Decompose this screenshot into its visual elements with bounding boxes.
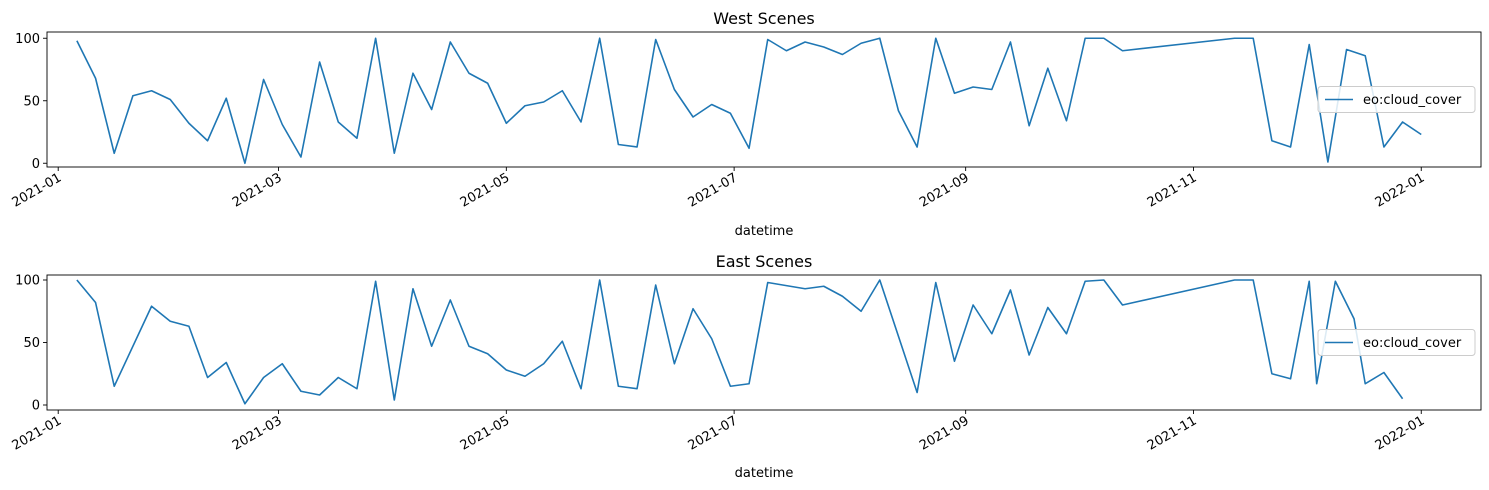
x-tick-label: 2021-11 — [1145, 170, 1200, 210]
x-tick-label: 2022-01 — [1373, 413, 1428, 453]
x-tick-label: 2021-07 — [686, 170, 741, 210]
y-tick-label: 50 — [23, 94, 40, 109]
x-tick-label: 2021-09 — [917, 413, 972, 453]
legend-label: eo:cloud_cover — [1363, 336, 1462, 351]
x-tick-label: 2021-01 — [10, 170, 65, 210]
series-line-1 — [76, 279, 1404, 405]
subplot-2: East Scenes 0 50 100 2021-01 2021-03 2021-05 20… — [10, 252, 1482, 481]
series-line-1 — [76, 37, 1422, 165]
y-tick-label: 100 — [15, 274, 40, 289]
y-tick-label: 50 — [23, 336, 40, 351]
legend: eo:cloud_cover — [1317, 329, 1476, 356]
x-tick-label: 2021-03 — [230, 170, 285, 210]
plot-frame — [46, 31, 1482, 168]
legend-box — [1317, 86, 1476, 113]
x-tick-label: 2021-03 — [230, 413, 285, 453]
y-tick-label: 0 — [32, 157, 40, 172]
x-tick-label: 2021-11 — [1145, 413, 1200, 453]
chart-title: West Scenes — [713, 9, 815, 28]
x-tick-label: 2021-05 — [458, 413, 513, 453]
x-tick-label: 2021-01 — [10, 413, 65, 453]
x-axis-label: datetime — [735, 466, 794, 481]
x-tick-label: 2021-07 — [686, 413, 741, 453]
x-tick-label: 2022-01 — [1373, 170, 1428, 210]
y-tick-label: 100 — [15, 32, 40, 47]
legend-label: eo:cloud_cover — [1363, 93, 1462, 108]
legend: eo:cloud_cover — [1317, 86, 1476, 113]
x-tick-label: 2021-05 — [458, 170, 513, 210]
subplot-1: West Scenes 0 50 100 2021-01 2021-03 2021-05 20… — [10, 9, 1482, 239]
x-tick-label: 2021-09 — [917, 170, 972, 210]
x-axis-label: datetime — [735, 224, 794, 239]
chart-title: East Scenes — [716, 252, 813, 271]
legend-box — [1317, 329, 1476, 356]
y-tick-label: 0 — [32, 399, 40, 414]
